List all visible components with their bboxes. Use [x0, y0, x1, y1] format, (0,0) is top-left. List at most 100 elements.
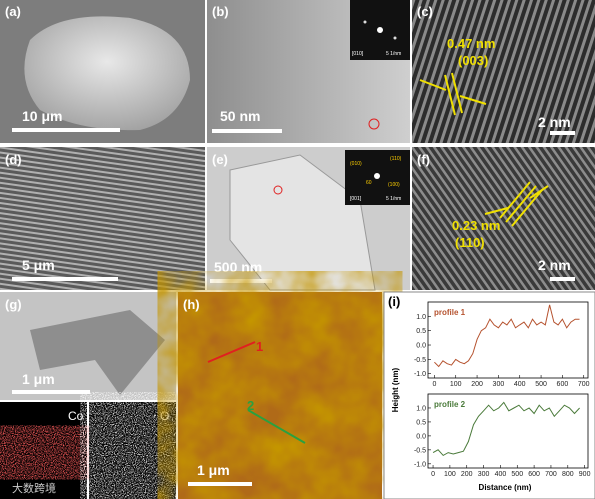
spot	[374, 173, 380, 179]
scale-bar	[550, 131, 575, 135]
panel-i	[383, 291, 595, 499]
map-label: Co	[68, 409, 84, 423]
scale-bar	[12, 390, 90, 394]
inset-scale: 5 1/nm	[386, 51, 401, 57]
x-tick-label: 500	[535, 381, 547, 388]
x-tick-label: 100	[450, 381, 462, 388]
x-tick-label: 400	[514, 381, 526, 388]
y-tick-label: -0.5	[414, 447, 426, 454]
scale-bar	[212, 129, 282, 133]
map-signal	[5, 430, 85, 475]
afm-texture	[178, 292, 382, 499]
y-axis-label: Height (nm)	[391, 367, 400, 412]
fringe-line	[511, 189, 543, 227]
x-tick-label: 700	[545, 471, 557, 478]
y-tick-label: 0.5	[416, 419, 426, 426]
y-tick-label: 1.0	[416, 405, 426, 412]
spacing-label: 0.23 nm	[452, 218, 500, 233]
plane-label: (110)	[455, 235, 485, 250]
panel-label: (e)	[212, 152, 228, 167]
x-axis-label: Distance (nm)	[479, 483, 532, 492]
plot-frame	[427, 301, 589, 379]
profile-number: 2	[247, 398, 254, 413]
scale-label: 500 nm	[214, 259, 262, 275]
y-tick-label: 1.0	[416, 314, 426, 321]
x-tick-label: 700	[578, 381, 590, 388]
scale-label: 50 nm	[220, 108, 260, 124]
marker	[368, 118, 380, 130]
zone-axis: [001]	[350, 196, 362, 202]
scale-bar	[210, 279, 272, 283]
profile-line	[207, 341, 256, 363]
y-tick-label: 0.0	[416, 343, 426, 350]
fringe-line	[444, 74, 456, 116]
y-tick-label: -1.0	[414, 371, 426, 378]
arrow	[419, 79, 447, 91]
spot	[363, 20, 367, 24]
profile-number: 1	[256, 339, 263, 354]
x-tick-label: 800	[562, 471, 574, 478]
x-tick-label: 600	[557, 381, 569, 388]
scale-bar	[12, 277, 118, 281]
profile-line	[247, 409, 306, 444]
panel-label: (c)	[417, 4, 433, 19]
legend-label: profile 2	[434, 400, 466, 409]
spacing-label: 0.47 nm	[447, 36, 495, 51]
map-label: O	[160, 409, 169, 423]
scale-label: 1 μm	[22, 371, 55, 387]
panel-label: (h)	[183, 297, 200, 312]
panel-label: (i)	[388, 294, 400, 309]
marker	[273, 185, 283, 195]
fringe-line	[499, 181, 531, 219]
profile-curve	[432, 401, 580, 457]
fringe-line	[505, 185, 537, 223]
scale-bar	[550, 277, 575, 281]
watermark: 大数跨境	[12, 481, 56, 495]
plane-label: (003)	[458, 53, 488, 68]
flake	[30, 310, 165, 395]
scale-label: 5 μm	[22, 257, 55, 273]
scale-bar	[12, 128, 120, 132]
scale-label: 1 μm	[197, 462, 230, 478]
plot-frame	[427, 393, 589, 469]
spot-label: (110)	[390, 156, 402, 162]
x-tick-label: 400	[495, 471, 507, 478]
y-tick-label: -0.5	[414, 357, 426, 364]
scale-label: 2 nm	[538, 114, 571, 130]
x-tick-label: 0	[432, 381, 436, 388]
panel-label: (d)	[5, 152, 22, 167]
y-tick-label: 0.0	[416, 433, 426, 440]
panel-label: (f)	[417, 152, 430, 167]
x-tick-label: 500	[511, 471, 523, 478]
spot	[377, 27, 383, 33]
x-tick-label: 600	[528, 471, 540, 478]
panel-d	[0, 147, 205, 290]
particle	[24, 16, 190, 131]
panel-label: (b)	[212, 4, 229, 19]
arrow	[459, 95, 487, 105]
scale-bar	[188, 482, 252, 486]
x-tick-label: 100	[444, 471, 456, 478]
spot-label: (100)	[388, 182, 400, 188]
panel-label: (g)	[5, 297, 22, 312]
spot-label: 60	[366, 180, 372, 186]
x-tick-label: 0	[431, 471, 435, 478]
arrow	[484, 207, 509, 215]
inset-scale: 5 1/nm	[386, 196, 401, 202]
scale-label: 2 nm	[538, 257, 571, 273]
profile-curve	[434, 304, 580, 368]
zone-axis: [010]	[352, 51, 364, 57]
x-tick-label: 200	[471, 381, 483, 388]
spot-label: (010)	[350, 161, 362, 167]
panel-f	[412, 147, 595, 290]
panel-c	[412, 0, 595, 143]
fringe-line	[451, 72, 463, 114]
x-tick-label: 300	[493, 381, 505, 388]
x-tick-label: 200	[461, 471, 473, 478]
legend-label: profile 1	[434, 308, 466, 317]
y-tick-label: 0.5	[416, 328, 426, 335]
x-tick-label: 300	[478, 471, 490, 478]
panel-label: (a)	[5, 4, 21, 19]
arrow	[529, 185, 549, 199]
